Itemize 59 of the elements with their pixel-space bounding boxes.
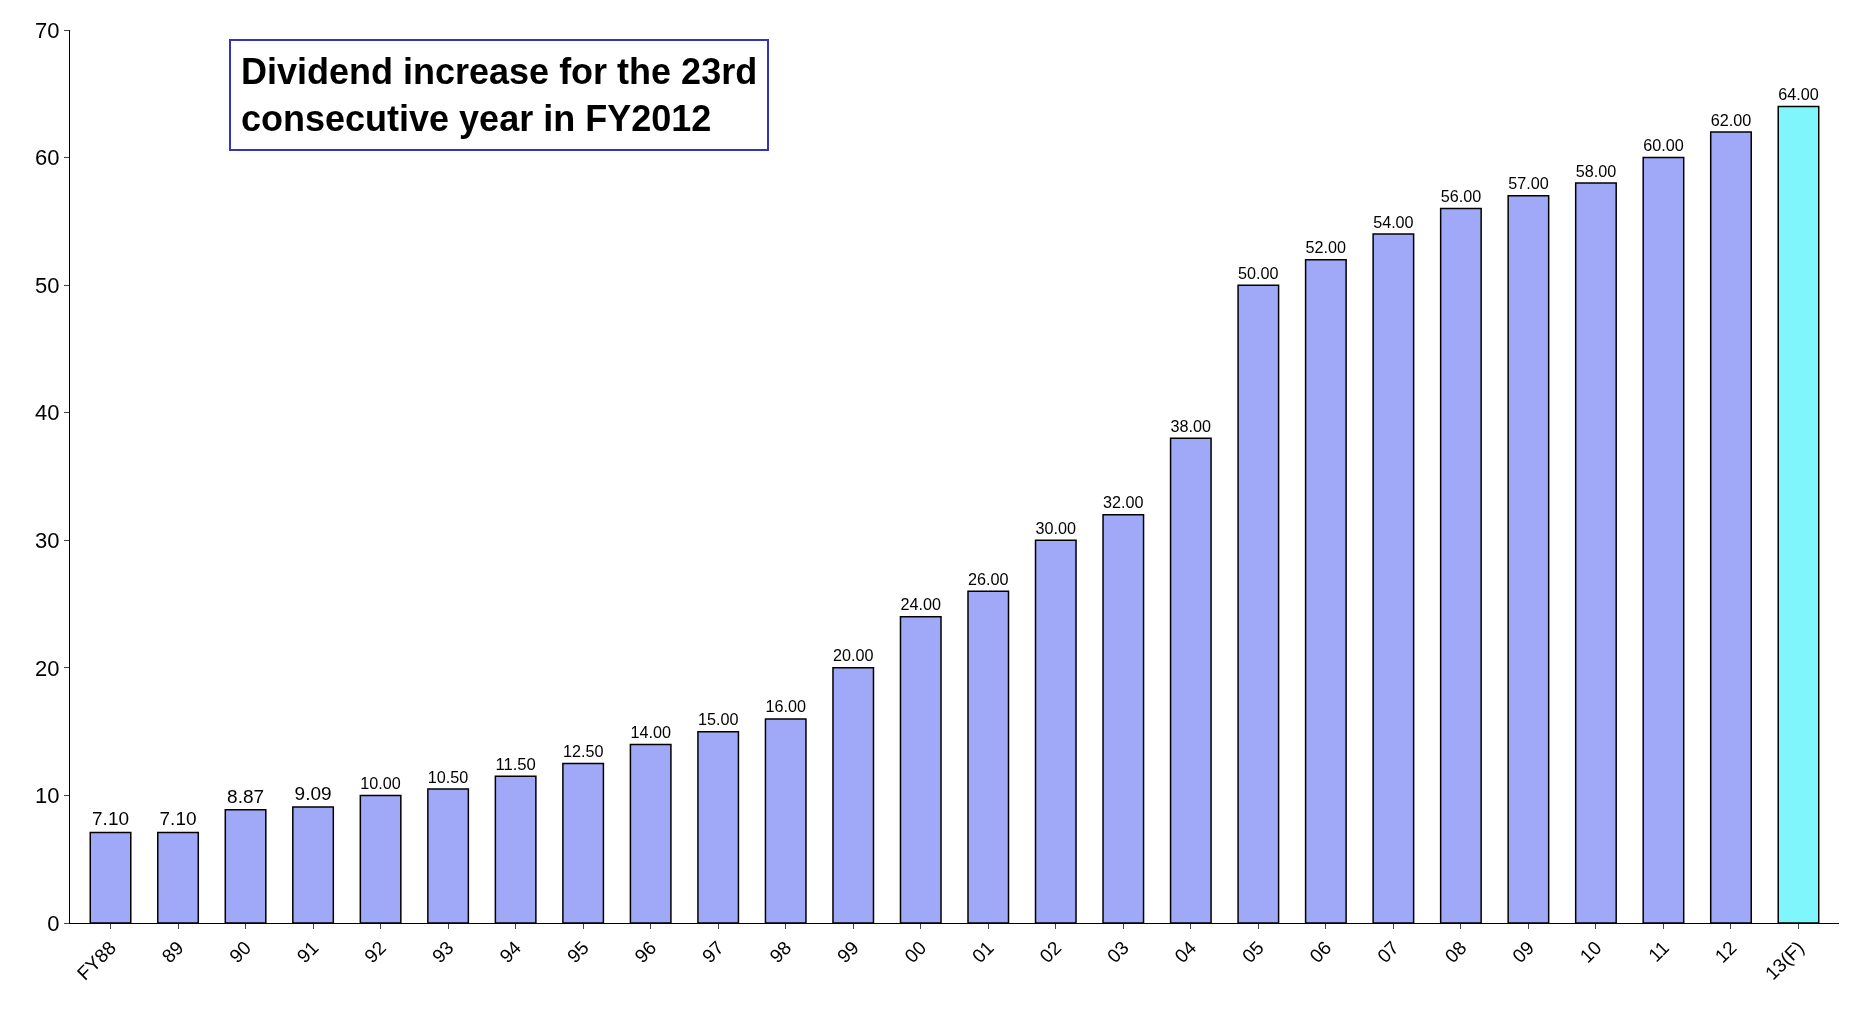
x-tick-label: 91	[292, 937, 323, 967]
x-tick-label: 90	[225, 937, 256, 967]
y-tick-label: 60	[35, 145, 60, 171]
data-label: 52.00	[1305, 238, 1347, 257]
x-tick-label: 96	[630, 937, 661, 967]
x-tick-label: 03	[1103, 937, 1133, 967]
x-tick-label: 99	[832, 937, 863, 967]
data-label: 20.00	[832, 646, 874, 665]
x-tick-label: 97	[697, 937, 728, 967]
data-label: 50.00	[1238, 263, 1279, 282]
text: Dividend increase for the 23rd consecutive year in FY2012	[241, 51, 758, 139]
data-label: 64.00	[1778, 85, 1819, 104]
data-label: 8.87	[227, 785, 265, 807]
x-tick-label: 05	[1238, 937, 1268, 967]
data-label: 15.00	[697, 710, 739, 729]
data-label: 7.10	[159, 808, 197, 830]
data-label: 38.00	[1170, 416, 1212, 435]
x-tick-label: 01	[968, 937, 998, 967]
data-label: 11.50	[495, 754, 536, 774]
data-label: 14.00	[630, 722, 671, 741]
data-label: 12.50	[562, 742, 604, 761]
data-label: 54.00	[1373, 212, 1414, 231]
x-tick-label: 02	[1035, 937, 1066, 967]
data-label: 57.00	[1508, 174, 1549, 193]
y-tick-label: 50	[35, 272, 60, 298]
x-tick-label: 06	[1305, 937, 1336, 967]
x-tick-label: 95	[562, 937, 593, 967]
x-tick-label: 98	[765, 937, 796, 967]
x-tick-label: 93	[427, 937, 458, 967]
data-label: 16.00	[765, 697, 806, 716]
data-label: 62.00	[1710, 110, 1752, 129]
data-label: 56.00	[1440, 187, 1482, 206]
data-label: 26.00	[968, 569, 1009, 588]
x-tick-label: 08	[1440, 937, 1471, 967]
y-tick-label: 10	[35, 783, 60, 809]
y-tick-label: 20	[35, 655, 60, 681]
x-tick-label: 92	[360, 937, 391, 967]
x-tick-label: 10	[1575, 937, 1606, 967]
data-label: 60.00	[1643, 136, 1684, 155]
data-label: 58.00	[1575, 161, 1617, 180]
y-tick-label: 30	[35, 527, 60, 553]
y-tick-label: 0	[47, 910, 60, 936]
data-label: 9.09	[294, 783, 332, 805]
y-tick-label: 70	[35, 17, 60, 43]
x-tick-label: 12	[1710, 937, 1741, 967]
x-tick-label: 11	[1644, 937, 1673, 966]
y-tick-label: 40	[35, 400, 60, 426]
x-tick-label: 89	[157, 937, 188, 967]
data-label: 10.00	[360, 774, 401, 793]
data-label: 7.10	[92, 808, 130, 830]
x-tick-label: 04	[1170, 936, 1201, 967]
data-label: 32.00	[1103, 493, 1144, 512]
data-label: 24.00	[900, 595, 941, 614]
data-label: 30.00	[1035, 518, 1077, 537]
x-tick-label: 00	[900, 937, 931, 967]
x-tick-label: 09	[1508, 937, 1538, 967]
x-tick-label: 94	[495, 936, 526, 967]
data-label: 10.50	[427, 767, 469, 786]
x-tick-label: 07	[1373, 937, 1403, 967]
